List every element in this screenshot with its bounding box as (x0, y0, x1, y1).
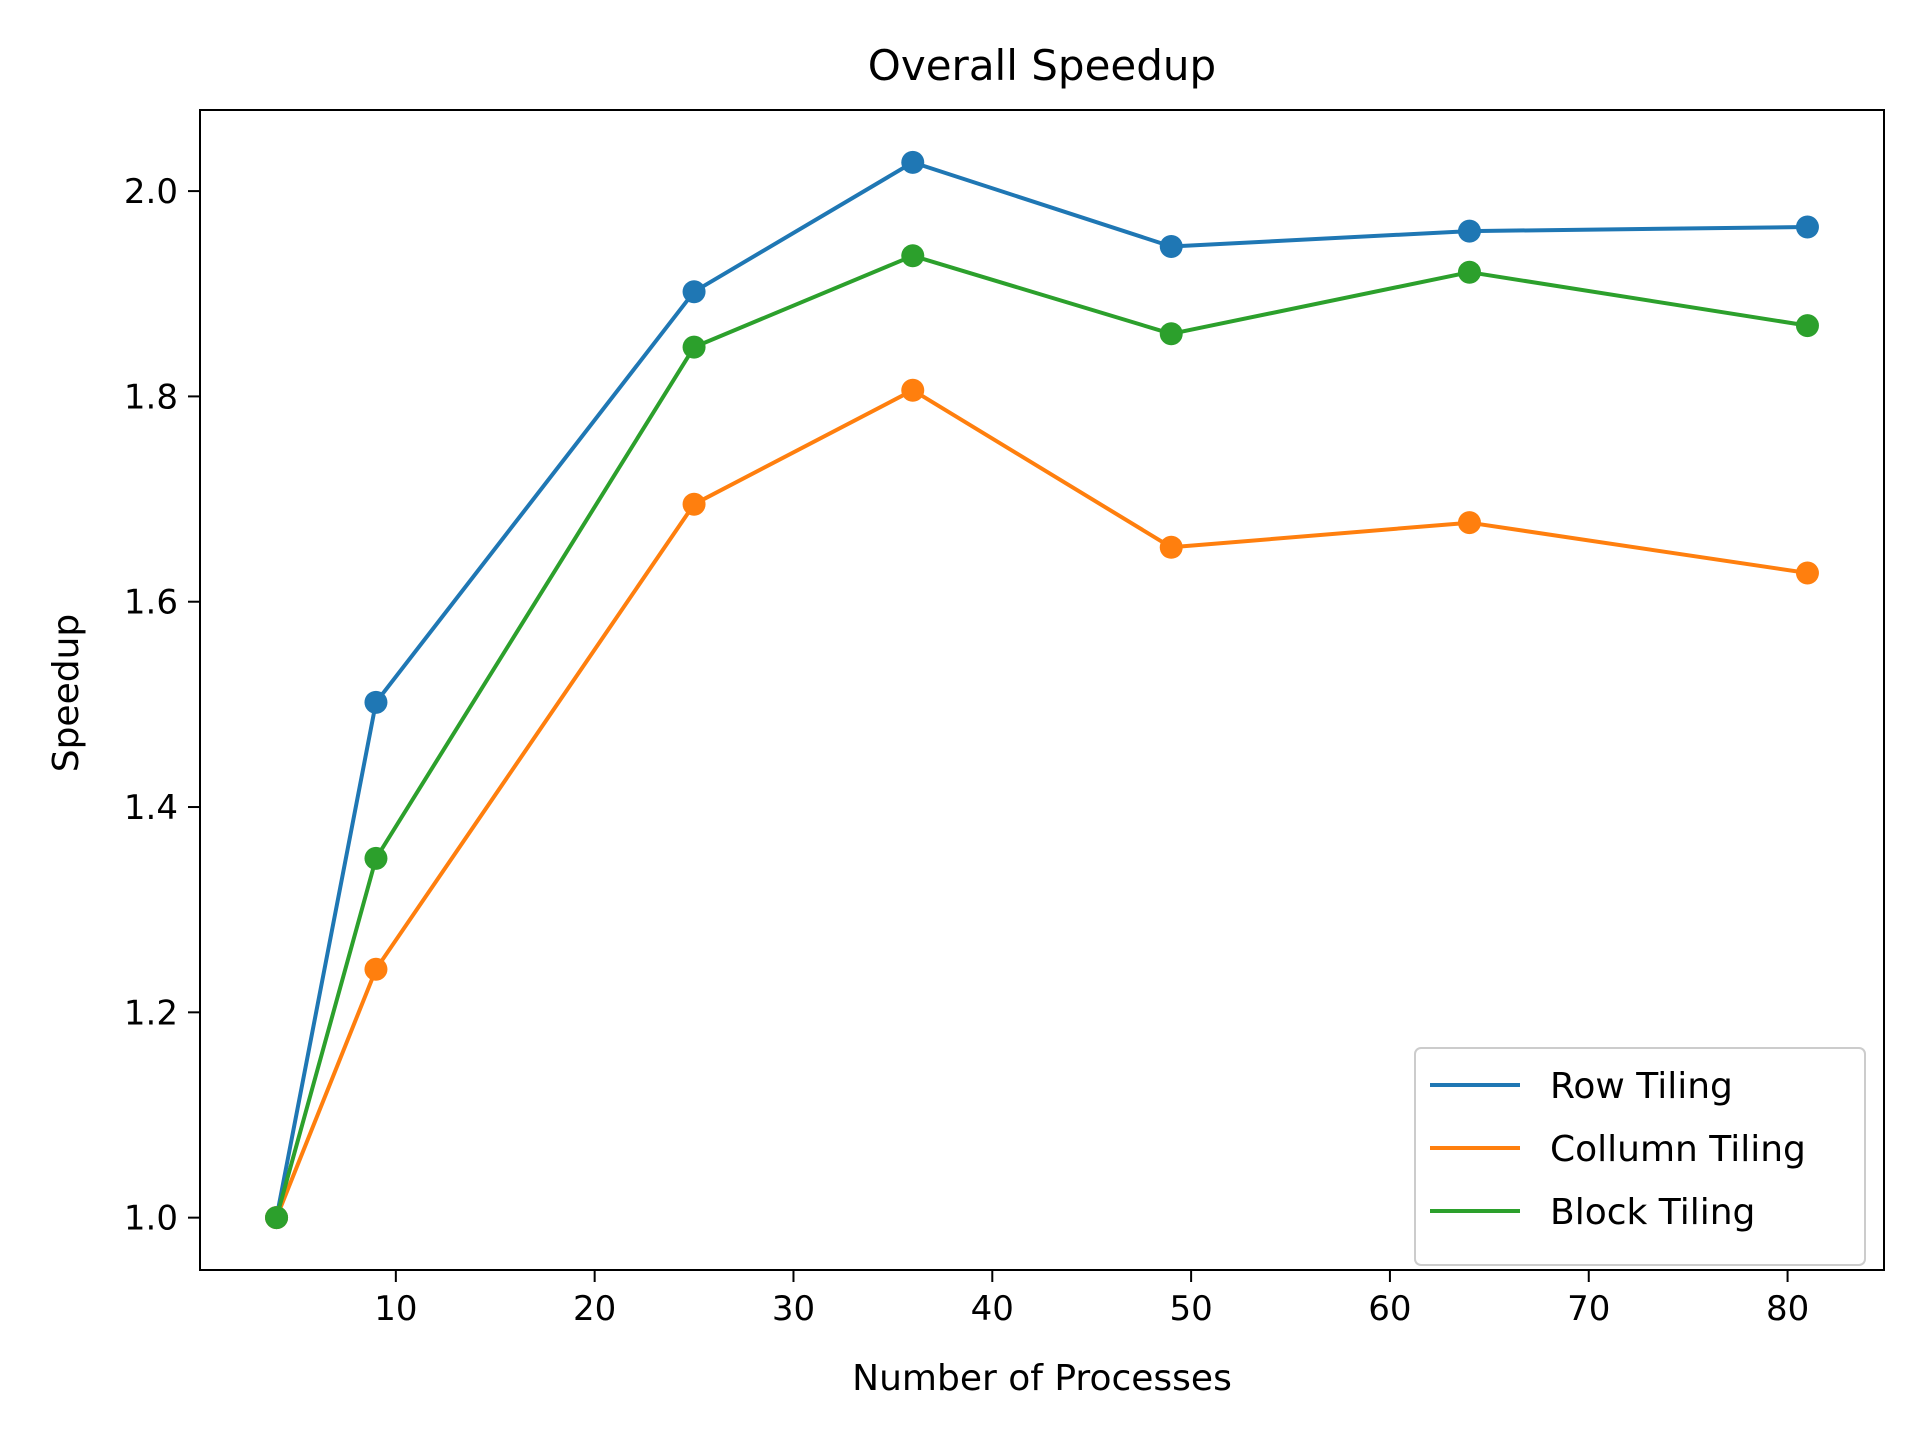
y-tick-label: 1.2 (124, 993, 178, 1033)
data-point (682, 335, 706, 359)
data-point (364, 846, 388, 870)
y-tick-label: 2.0 (124, 172, 178, 212)
legend-label: Block Tiling (1550, 1192, 1755, 1233)
data-point (1795, 314, 1819, 338)
x-tick-label: 50 (1169, 1289, 1212, 1329)
x-tick-label: 10 (374, 1289, 417, 1329)
x-tick-label: 80 (1766, 1289, 1809, 1329)
data-point (364, 957, 388, 981)
data-point (1795, 561, 1819, 585)
data-point (901, 150, 925, 174)
data-point (901, 244, 925, 268)
series-2 (265, 244, 1819, 1230)
legend-frame (1414, 1047, 1866, 1266)
x-axis-label: Number of Processes (852, 1358, 1232, 1399)
legend: Row Tiling Collumn Tiling Block Tiling (1414, 1047, 1866, 1266)
x-tick-label: 30 (772, 1289, 815, 1329)
plot-area: 10 20 30 40 50 60 70 80 1.0 1.2 1.4 1.6 1.8 2.0 (124, 109, 1885, 1329)
data-point (1159, 235, 1183, 259)
data-point (901, 378, 925, 402)
data-point (265, 1206, 289, 1230)
axes-frame (199, 109, 1885, 1271)
x-tick-label: 60 (1368, 1289, 1411, 1329)
x-tick-label: 20 (573, 1289, 616, 1329)
data-point (682, 492, 706, 516)
data-point (1795, 215, 1819, 239)
y-axis-label: Speedup (46, 614, 87, 773)
data-point (1457, 219, 1481, 243)
data-point (1159, 535, 1183, 559)
y-tick-label: 1.0 (124, 1199, 178, 1239)
legend-label: Collumn Tiling (1550, 1129, 1806, 1170)
data-point (364, 690, 388, 714)
data-point (1457, 260, 1481, 284)
chart-title: Overall Speedup (868, 41, 1216, 90)
x-tick-label: 40 (971, 1289, 1014, 1329)
y-tick-label: 1.6 (124, 583, 178, 623)
legend-label: Row Tiling (1550, 1066, 1733, 1107)
data-point (682, 280, 706, 304)
data-point (1159, 322, 1183, 346)
y-tick-label: 1.4 (124, 788, 178, 828)
y-tick-label: 1.8 (124, 377, 178, 417)
x-tick-label: 70 (1567, 1289, 1610, 1329)
data-point (1457, 511, 1481, 535)
series-0 (265, 150, 1819, 1230)
